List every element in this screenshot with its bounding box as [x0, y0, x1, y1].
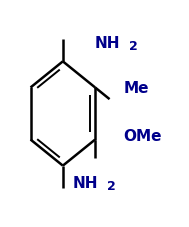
Text: OMe: OMe — [123, 129, 162, 144]
Text: NH: NH — [72, 176, 98, 191]
Text: NH: NH — [94, 36, 120, 51]
Text: Me: Me — [123, 81, 149, 96]
Text: 2: 2 — [129, 40, 138, 53]
Text: 2: 2 — [107, 180, 115, 193]
